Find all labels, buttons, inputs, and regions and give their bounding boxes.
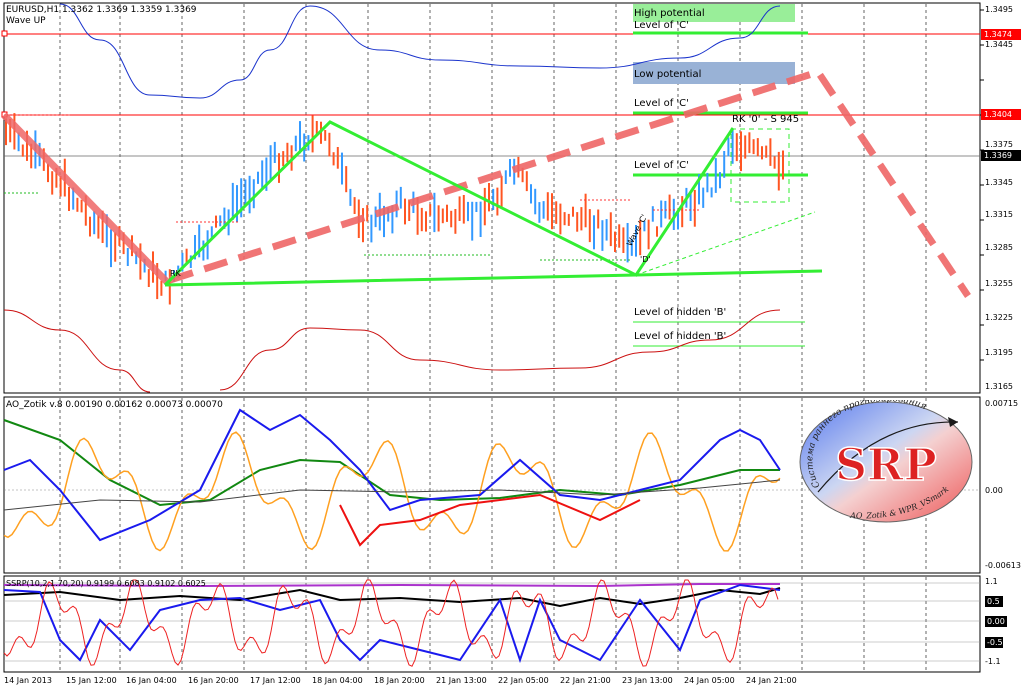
level-c-label: Level of 'C' (634, 160, 689, 171)
time-label: 23 Jan 13:00 (622, 676, 673, 685)
time-label: 22 Jan 21:00 (560, 676, 611, 685)
trend-line-dashed (168, 67, 971, 298)
ao-grey-line (3, 479, 781, 511)
ao-price-label: 0.00 (985, 486, 1003, 495)
ao-panel-frame (3, 396, 981, 574)
trend-line (1, 112, 171, 286)
low-potential-zone (633, 62, 795, 84)
price-label: 1.3225 (985, 313, 1013, 322)
price-label: 1.3285 (985, 243, 1013, 252)
channel-upper-line (309, 5, 781, 69)
price-label: 1.3445 (985, 40, 1013, 49)
price-label: 1.3195 (985, 348, 1013, 357)
time-label: 14 Jan 2013 (4, 676, 52, 685)
price-label-red-2: 1.3404 (981, 109, 1021, 120)
time-label: 24 Jan 21:00 (746, 676, 797, 685)
srp-indicator-label: SSRP(10,2,1.70,20) 0.9199 0.6083 0.9102 … (6, 579, 206, 588)
srp-price-label: 0.00 (985, 616, 1007, 627)
ao-price-label: -0.00613 (985, 561, 1021, 570)
channel-upper-line (59, 3, 311, 99)
level-c-label: Level of 'C' (634, 98, 689, 109)
indicator-label: Wave UP (6, 16, 46, 26)
ao-signal-line (3, 419, 780, 507)
srp-price-label: -1.1 (985, 657, 1001, 666)
time-label: 18 Jan 20:00 (374, 676, 425, 685)
ao-red-segment (339, 493, 641, 547)
level-marker (1, 30, 8, 37)
ao-fast-line (3, 431, 781, 552)
srp-logo-icon: Система раннего прогнозирования SRP AO_Z… (799, 400, 973, 523)
ao-indicator-label: AO_Zotik v.8 0.00190 0.00162 0.00073 0.0… (6, 400, 223, 410)
wave-line (163, 120, 735, 287)
time-label: 16 Jan 20:00 (188, 676, 239, 685)
srp-blue-line (3, 583, 781, 664)
wave-baseline (164, 269, 823, 287)
srp-panel-frame (3, 575, 981, 673)
low-potential-label: Low potential (634, 69, 702, 80)
high-potential-label: High potential (634, 8, 705, 19)
srp-red-line (3, 579, 779, 667)
current-price-label: 1.3369 (981, 150, 1021, 161)
price-label: 1.3345 (985, 178, 1013, 187)
time-label: 18 Jan 04:00 (312, 676, 363, 685)
srp-top-line (3, 583, 780, 588)
ao-price-label: 0.00715 (985, 399, 1019, 408)
ao-main-line (3, 408, 781, 542)
projection-box (730, 128, 790, 203)
time-label: 16 Jan 04:00 (126, 676, 177, 685)
channel-lower-line (3, 309, 151, 393)
time-label: 21 Jan 13:00 (436, 676, 487, 685)
time-label: 24 Jan 05:00 (684, 676, 735, 685)
srp-price-label: -0.5 (985, 637, 1003, 648)
time-label: 17 Jan 12:00 (250, 676, 301, 685)
srp-price-label: 1.1 (985, 577, 998, 586)
symbol-info: EURUSD,H1 1.3362 1.3369 1.3359 1.3369 (6, 5, 197, 15)
level-hidden-b-label: Level of hidden 'B' (634, 307, 727, 318)
level-hidden-b-label: Level of hidden 'B' (634, 331, 727, 342)
wave-d-label: 'D' (640, 255, 651, 264)
logo-text: SRP (835, 440, 936, 491)
main-panel-frame (3, 2, 981, 394)
price-label: 1.3375 (985, 140, 1013, 149)
price-label: 1.3315 (985, 210, 1013, 219)
srp-price-label: 0.5 (985, 596, 1003, 607)
price-label-red-1: 1.3474 (981, 29, 1021, 40)
time-label: 15 Jan 12:00 (66, 676, 117, 685)
price-label: 1.3495 (985, 5, 1013, 14)
rk-wave-label: RK (170, 269, 181, 278)
level-c-label: Level of 'C' (634, 20, 689, 31)
channel-lower-line (219, 309, 781, 391)
time-label: 22 Jan 05:00 (498, 676, 549, 685)
price-label: 1.3165 (985, 382, 1013, 391)
rk-label: RK '0' - S 945 (732, 114, 800, 125)
srp-black-line (3, 587, 781, 608)
price-label: 1.3255 (985, 279, 1013, 288)
wave-projection (635, 211, 816, 276)
high-potential-zone (633, 4, 795, 22)
